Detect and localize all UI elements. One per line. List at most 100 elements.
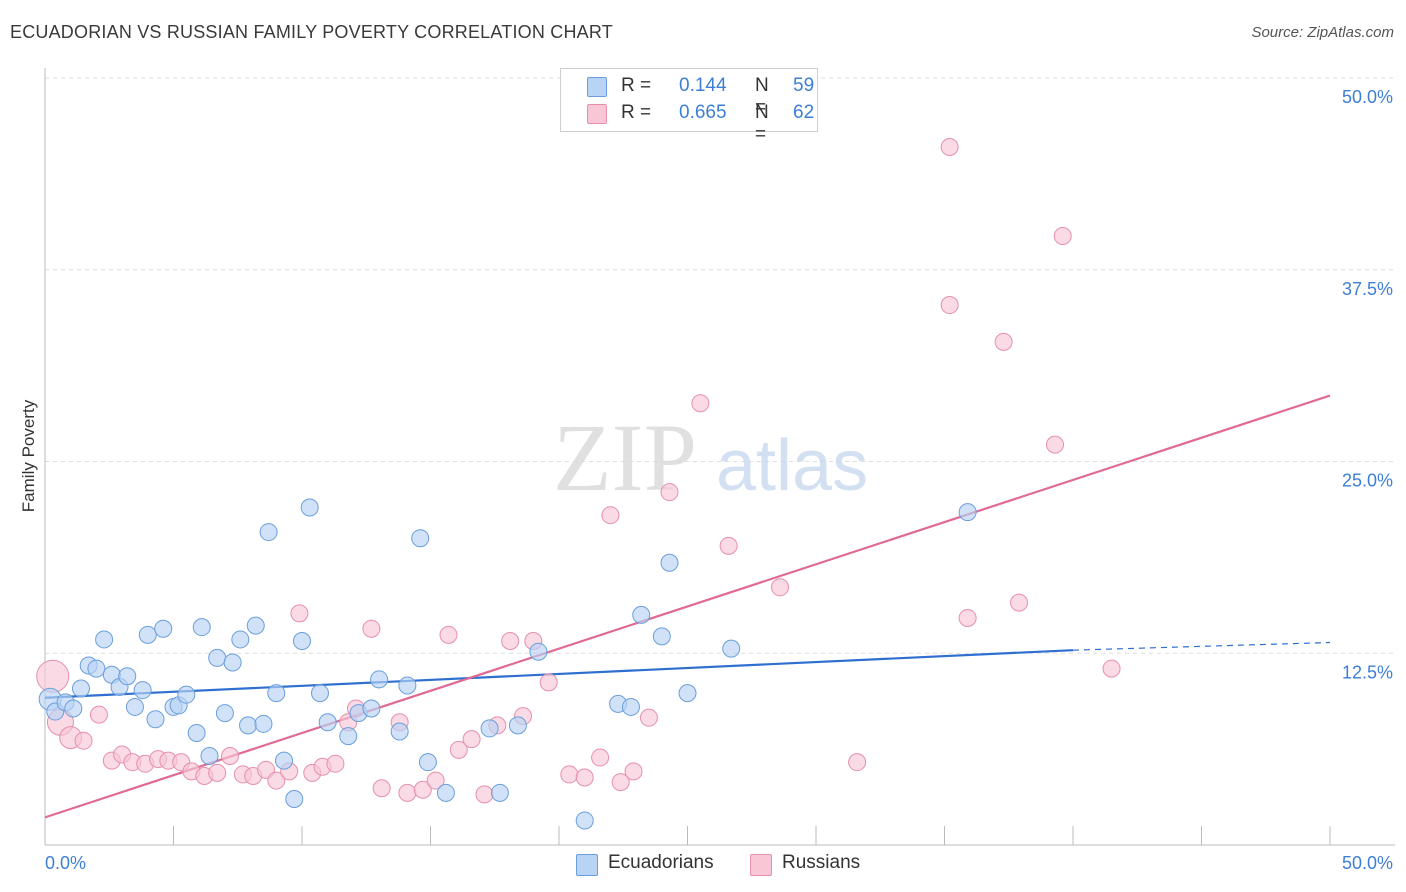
ecuadorian-point (436, 783, 455, 802)
ecuadorian-point (231, 630, 250, 649)
russian-point (208, 763, 227, 782)
ecuadorian-point (239, 716, 258, 735)
ecuadorian-point (177, 685, 196, 704)
russian-point (1046, 435, 1065, 454)
ecuadorian-point (146, 710, 165, 729)
ecuadorian-point (87, 659, 106, 678)
ecuadorian-point (208, 648, 227, 667)
russian-point (560, 765, 579, 784)
ecuadorian-point (508, 716, 527, 735)
ecuadorian-point (362, 699, 381, 718)
y-tick-label: 50.0% (1342, 87, 1393, 107)
russian-point (575, 768, 594, 787)
trend-lines (44, 394, 1331, 819)
y-tick-label: 12.5% (1342, 662, 1393, 682)
ecuadorian-point (621, 697, 640, 716)
russian-point (362, 619, 381, 638)
ecuadorian-point (370, 670, 389, 689)
russian-point (449, 740, 468, 759)
y-axis-label: Family Poverty (19, 399, 38, 512)
y-tick-label: 37.5% (1342, 279, 1393, 299)
ecuadorian-point (398, 676, 417, 695)
russian-point (601, 506, 620, 525)
russian-point (501, 631, 520, 650)
ecuadorian-point (490, 783, 509, 802)
ecuadorian-point (138, 625, 157, 644)
y-tick-label: 25.0% (1342, 471, 1393, 491)
ecuadorian-point (339, 727, 358, 746)
russian-point (624, 762, 643, 781)
ecuadorian-point (652, 627, 671, 646)
ecuadorian-point (133, 681, 152, 700)
ecuadorian-point (418, 753, 437, 772)
legend-swatch-pink (587, 104, 607, 124)
russian-point (398, 783, 417, 802)
legend-r-value: 0.665 (679, 102, 727, 123)
russian-point (848, 753, 867, 772)
russian-point (591, 748, 610, 767)
russian-trend-line (44, 394, 1331, 819)
legend-n-value: 62 (793, 102, 815, 123)
russian-point (475, 785, 494, 804)
ecuadorian-point (318, 713, 337, 732)
x-tick-label: 50.0% (1342, 853, 1393, 873)
ecuadorian-point (223, 653, 242, 672)
ecuadorian-point (310, 684, 329, 703)
ecuadorian-point (215, 704, 234, 723)
russian-point (74, 731, 93, 750)
ecuadorian-point (575, 811, 594, 830)
russian-point (372, 779, 391, 798)
ecuadorian-point (285, 789, 304, 808)
ecuadorian-point (71, 679, 90, 698)
ecuadorian-point (632, 605, 651, 624)
ecuadorian-trend-extension (1072, 641, 1331, 651)
russian-point (426, 771, 445, 790)
russian-point (771, 578, 790, 597)
x-tick-label: 0.0% (45, 853, 86, 873)
ecuadorian-point (187, 724, 206, 743)
axes (44, 68, 1395, 846)
legend-r-label: R = (621, 75, 652, 96)
ecuadorian-point (678, 684, 697, 703)
watermark-atlas: atlas (716, 426, 868, 506)
ecuadorian-point (64, 699, 83, 718)
legend-n-value: 59 (793, 75, 815, 96)
russian-point (462, 730, 481, 749)
ecuadorian-point (267, 684, 286, 703)
ecuadorian-point (411, 529, 430, 548)
russian-point (719, 536, 738, 555)
russian-point (221, 747, 240, 766)
legend-r-label: R = (621, 102, 652, 123)
russian-point (439, 625, 458, 644)
russian-point (639, 708, 658, 727)
ecuadorian-point (95, 630, 114, 649)
russian-point (1053, 227, 1072, 246)
legend-n-label: N = (755, 102, 769, 145)
ecuadorian-point (722, 639, 741, 658)
ecuadorian-point (958, 503, 977, 522)
russian-point (940, 138, 959, 157)
ecuadorian-point (254, 714, 273, 733)
ecuadorian-point (154, 619, 173, 638)
source-label: Source: ZipAtlas.com (1251, 24, 1394, 41)
russian-point (267, 771, 286, 790)
series-legend: Ecuadorians Russians (0, 852, 1406, 876)
ecuadorian-point (125, 697, 144, 716)
chart-title: ECUADORIAN VS RUSSIAN FAMILY POVERTY COR… (10, 22, 613, 42)
russian-point (290, 604, 309, 623)
ecuadorian-point (192, 618, 211, 637)
ecuadorian-point (275, 751, 294, 770)
russian-point (1010, 593, 1029, 612)
ecuadorian-point (293, 631, 311, 650)
legend-n-label: N = (755, 75, 769, 118)
russian-point (539, 673, 558, 692)
russian-point (36, 659, 70, 693)
ecuadorian-point (118, 667, 137, 686)
russian-point (1102, 659, 1121, 678)
ecuadorian-point (259, 523, 278, 542)
legend-swatch-blue (587, 77, 607, 97)
russian-point (660, 483, 679, 502)
ecuadorian-point (200, 747, 219, 766)
russian-point (958, 608, 977, 627)
